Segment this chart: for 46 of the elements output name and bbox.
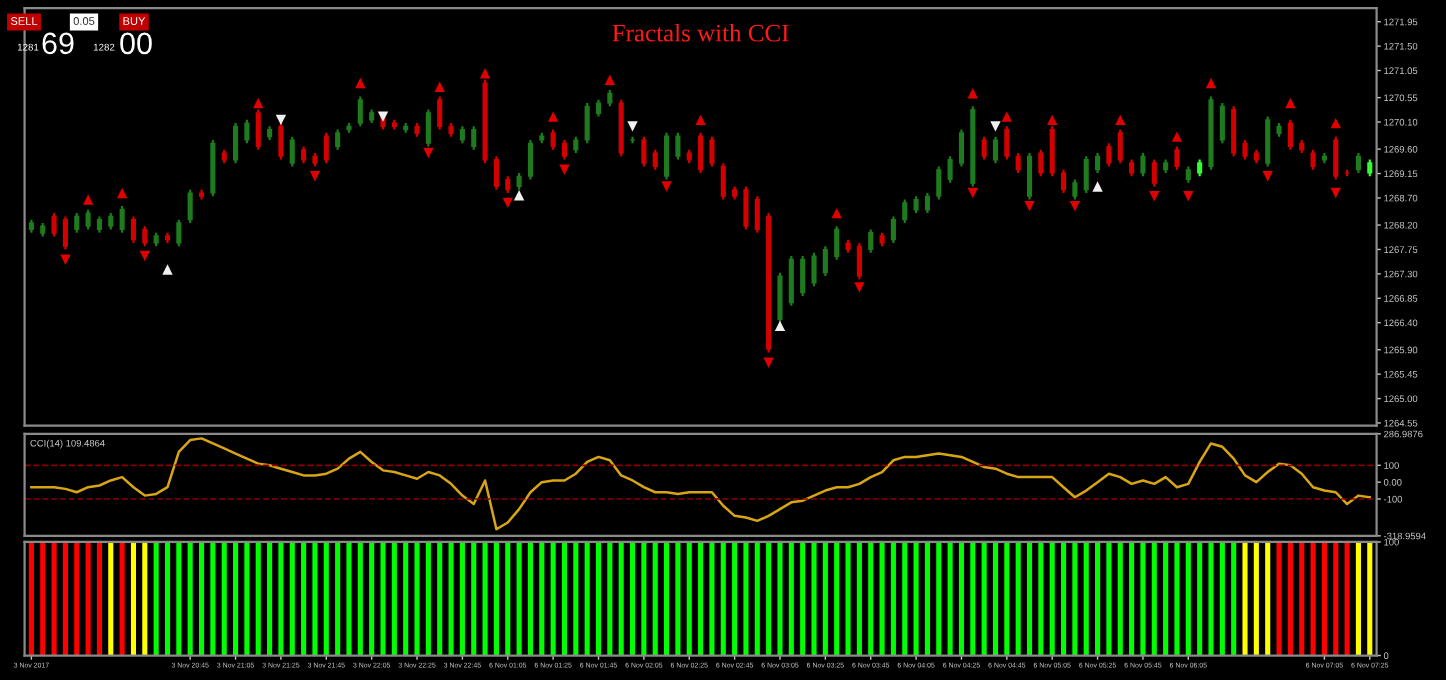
point (502, 197, 513, 209)
point (309, 171, 321, 182)
point (1047, 114, 1058, 126)
point (479, 68, 491, 79)
point (275, 114, 287, 126)
point (967, 88, 978, 99)
point (355, 77, 366, 89)
point (559, 164, 570, 175)
annotation: 69 (42, 32, 74, 55)
point (1092, 181, 1103, 192)
point (1024, 200, 1035, 212)
point (1330, 187, 1341, 199)
point (377, 111, 389, 122)
point (604, 74, 616, 85)
point (854, 282, 865, 293)
point (139, 250, 151, 262)
point (82, 194, 94, 205)
point (1001, 111, 1013, 122)
point (763, 357, 774, 368)
point (1149, 191, 1160, 202)
point (1069, 200, 1081, 212)
point (831, 207, 842, 219)
point (1285, 97, 1296, 109)
point (1262, 171, 1273, 182)
point (423, 147, 434, 159)
point (661, 181, 672, 192)
chart-title: Fractals with CCI (612, 23, 789, 42)
point (253, 97, 264, 109)
point (1115, 114, 1126, 126)
point (990, 121, 1001, 132)
point (1183, 191, 1194, 202)
point (1171, 131, 1183, 142)
point (513, 190, 525, 201)
point (434, 81, 445, 92)
point (547, 111, 559, 122)
point (1330, 117, 1341, 129)
point (774, 320, 786, 332)
point (695, 114, 706, 126)
point (967, 187, 978, 199)
point (1205, 77, 1217, 89)
line-series (30, 437, 1372, 531)
point (627, 121, 638, 132)
point (60, 254, 71, 265)
point (162, 264, 173, 275)
point (116, 187, 128, 199)
annotation: 00 (120, 32, 152, 55)
